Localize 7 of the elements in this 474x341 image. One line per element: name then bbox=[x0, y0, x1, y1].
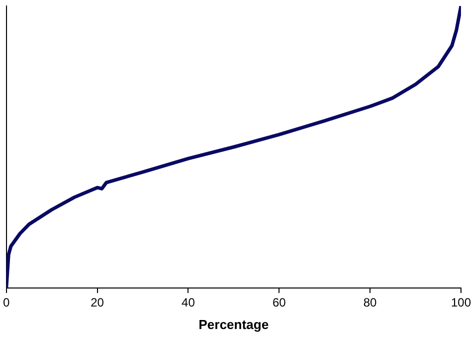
x-tick-label: 80 bbox=[363, 296, 378, 310]
x-tick-label: 20 bbox=[90, 296, 104, 310]
x-axis-title: Percentage bbox=[198, 316, 269, 332]
x-tick-label: 0 bbox=[2, 296, 10, 310]
x-tick-label: 40 bbox=[182, 296, 196, 310]
x-tick-label: 60 bbox=[272, 296, 286, 310]
x-tick-label: 100 bbox=[450, 296, 472, 310]
